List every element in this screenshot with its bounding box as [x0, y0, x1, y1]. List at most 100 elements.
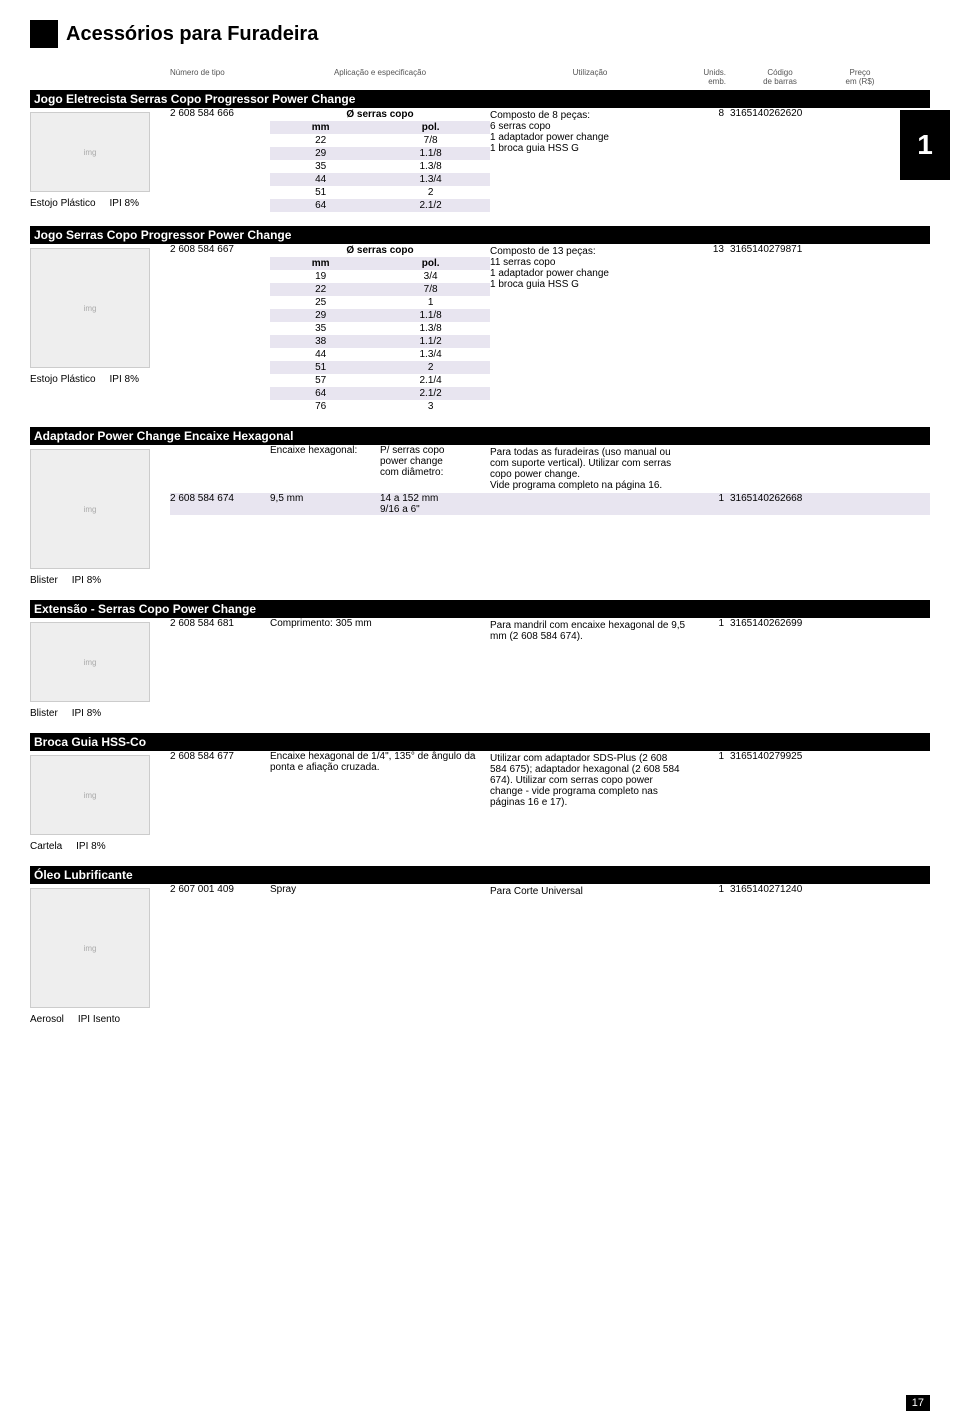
section-3: Adaptador Power Change Encaixe Hexagonal… — [30, 427, 930, 586]
thumb-2: img — [30, 248, 150, 368]
spec-mm: 38 — [270, 335, 371, 348]
s2-col-pol: pol. — [371, 257, 490, 270]
s5-tipo: 2 608 584 677 — [170, 751, 234, 762]
s6-tipo: 2 607 001 409 — [170, 884, 234, 895]
section-6: Óleo Lubrificante img Aerosol IPI Isento… — [30, 866, 930, 1025]
s6-unid: 1 — [718, 884, 724, 895]
spec-mm: 25 — [270, 296, 371, 309]
spec-pol: 1.1/8 — [371, 309, 490, 322]
s5-util: Utilizar com adaptador SDS-Plus (2 608 5… — [490, 753, 680, 808]
s1-col-mm: mm — [270, 121, 371, 134]
s6-ipi: IPI Isento — [78, 1014, 120, 1025]
section-5-title: Broca Guia HSS-Co — [30, 733, 930, 751]
spec-mm: 51 — [270, 361, 371, 374]
section-4: Extensão - Serras Copo Power Change img … — [30, 600, 930, 719]
s6-cod: 3165140271240 — [730, 884, 802, 895]
s4-spec: Comprimento: 305 mm — [270, 618, 372, 629]
spec-mm: 76 — [270, 400, 371, 413]
s2-spec-table: Ø serras copo mm pol. 193/4227/8251291.1… — [270, 244, 490, 413]
s1-spec-table: Ø serras copo mm pol. 227/8291.1/8351.3/… — [270, 108, 490, 212]
s4-pkg: Blister — [30, 708, 58, 719]
hdr-spec: Aplicação e especificação — [334, 68, 426, 77]
column-headers: Número de tipo Aplicação e especificação… — [30, 68, 930, 90]
hdr-cod1: Código — [730, 68, 830, 77]
spec-pol: 1.1/8 — [371, 147, 490, 160]
s2-u4: 1 broca guia HSS G — [490, 279, 686, 290]
s4-util: Para mandril com encaixe hexagonal de 9,… — [490, 620, 685, 642]
thumb-4: img — [30, 622, 150, 702]
section-6-title: Óleo Lubrificante — [30, 866, 930, 884]
spec-pol: 7/8 — [371, 134, 490, 147]
s1-ipi: IPI 8% — [110, 198, 139, 209]
spec-pol: 1.1/2 — [371, 335, 490, 348]
s3-h1: P/ serras copo — [380, 445, 490, 456]
s1-pkg: Estojo Plástico — [30, 198, 96, 209]
spec-pol: 2 — [371, 186, 490, 199]
s5-unid: 1 — [718, 751, 724, 762]
side-tab: 1 — [900, 110, 950, 180]
spec-mm: 22 — [270, 283, 371, 296]
spec-pol: 2.1/2 — [371, 387, 490, 400]
s5-spec: Encaixe hexagonal de 1/4", 135° de ângul… — [270, 751, 476, 773]
section-1: Jogo Eletrecista Serras Copo Progressor … — [30, 90, 930, 212]
s3-cod: 3165140262668 — [730, 493, 802, 504]
section-4-title: Extensão - Serras Copo Power Change — [30, 600, 930, 618]
thumb-6: img — [30, 888, 150, 1008]
s5-ipi: IPI 8% — [76, 841, 105, 852]
s1-cod: 3165140262620 — [730, 108, 802, 119]
spec-mm: 64 — [270, 199, 371, 212]
s3-pkg: Blister — [30, 575, 58, 586]
section-2-title: Jogo Serras Copo Progressor Power Change — [30, 226, 930, 244]
spec-pol: 1.3/8 — [371, 322, 490, 335]
s3-tipo: 2 608 584 674 — [170, 493, 234, 504]
s2-tipo: 2 608 584 667 — [170, 244, 234, 255]
s6-spec: Spray — [270, 884, 296, 895]
spec-pol: 2.1/4 — [371, 374, 490, 387]
hdr-unid1: Unids. — [690, 68, 726, 77]
spec-mm: 44 — [270, 173, 371, 186]
s4-unid: 1 — [718, 618, 724, 629]
hdr-unid2: emb. — [690, 77, 726, 86]
page-number: 17 — [906, 1395, 930, 1411]
hdr-util: Utilização — [573, 68, 608, 77]
s4-ipi: IPI 8% — [72, 708, 101, 719]
s1-u4: 1 broca guia HSS G — [490, 143, 686, 154]
s3-dim2: 9/16 a 6" — [380, 504, 490, 515]
s6-pkg: Aerosol — [30, 1014, 64, 1025]
s3-spec-lbl: Encaixe hexagonal: — [270, 445, 357, 456]
s1-u1: Composto de 8 peças: — [490, 110, 686, 121]
spec-mm: 29 — [270, 309, 371, 322]
spec-pol: 1.3/4 — [371, 348, 490, 361]
s2-ipi: IPI 8% — [110, 374, 139, 385]
spec-mm: 22 — [270, 134, 371, 147]
s3-h3: com diâmetro: — [380, 467, 490, 478]
drill-icon — [30, 20, 58, 48]
s2-spec-hdr: Ø serras copo — [270, 244, 490, 257]
s1-tipo: 2 608 584 666 — [170, 108, 234, 119]
spec-pol: 2 — [371, 361, 490, 374]
s2-col-mm: mm — [270, 257, 371, 270]
section-3-title: Adaptador Power Change Encaixe Hexagonal — [30, 427, 930, 445]
s2-cod: 3165140279871 — [730, 244, 802, 255]
spec-pol: 2.1/2 — [371, 199, 490, 212]
s3-unid: 1 — [718, 493, 724, 504]
s4-tipo: 2 608 584 681 — [170, 618, 234, 629]
thumb-5: img — [30, 755, 150, 835]
s1-unid: 8 — [718, 108, 724, 119]
spec-pol: 1.3/8 — [371, 160, 490, 173]
spec-mm: 51 — [270, 186, 371, 199]
spec-mm: 57 — [270, 374, 371, 387]
spec-mm: 35 — [270, 160, 371, 173]
spec-pol: 3 — [371, 400, 490, 413]
spec-pol: 7/8 — [371, 283, 490, 296]
s5-pkg: Cartela — [30, 841, 62, 852]
s2-u3: 1 adaptador power change — [490, 268, 686, 279]
s2-pkg: Estojo Plástico — [30, 374, 96, 385]
spec-mm: 64 — [270, 387, 371, 400]
s3-ipi: IPI 8% — [72, 575, 101, 586]
hdr-tipo: Número de tipo — [170, 68, 225, 77]
spec-mm: 44 — [270, 348, 371, 361]
s6-util: Para Corte Universal — [490, 886, 583, 897]
title-text: Acessórios para Furadeira — [66, 23, 318, 46]
section-2: Jogo Serras Copo Progressor Power Change… — [30, 226, 930, 413]
